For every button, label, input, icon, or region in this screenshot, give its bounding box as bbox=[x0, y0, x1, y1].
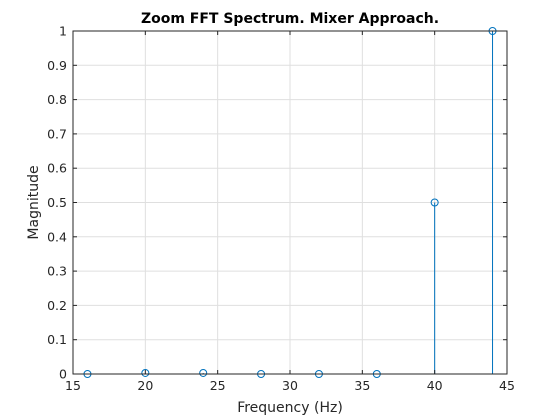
y-tick-label: 0.9 bbox=[47, 58, 67, 73]
x-tick-label: 25 bbox=[210, 378, 226, 393]
stem-marker bbox=[199, 368, 208, 377]
x-tick-labels: 15 20 25 30 35 40 45 bbox=[65, 378, 515, 393]
y-tick-label: 0.5 bbox=[47, 195, 67, 210]
y-tick-label: 0.1 bbox=[47, 332, 67, 347]
x-tick-label: 15 bbox=[65, 378, 81, 393]
x-tick-label: 40 bbox=[427, 378, 443, 393]
y-tick-label: 0.3 bbox=[47, 264, 67, 279]
y-tick-label: 0.8 bbox=[47, 92, 67, 107]
y-tick-label: 0.6 bbox=[47, 161, 67, 176]
x-tick-label: 35 bbox=[354, 378, 370, 393]
y-tick-label: 0.4 bbox=[47, 229, 67, 244]
y-tick-label: 0 bbox=[59, 367, 67, 382]
x-axis-label: Frequency (Hz) bbox=[237, 400, 343, 416]
x-tick-label: 45 bbox=[499, 378, 515, 393]
stem-marker bbox=[430, 198, 439, 207]
tick-marks bbox=[72, 30, 508, 375]
y-tick-label: 0.7 bbox=[47, 126, 67, 141]
y-tick-labels: 0 0.1 0.2 0.3 0.4 0.5 0.6 0.7 0.8 0.9 1 bbox=[47, 24, 67, 382]
x-tick-label: 30 bbox=[282, 378, 298, 393]
y-tick-label: 0.2 bbox=[47, 298, 67, 313]
y-tick-label: 1 bbox=[59, 24, 67, 39]
x-tick-label: 20 bbox=[137, 378, 153, 393]
chart-title: Zoom FFT Spectrum. Mixer Approach. bbox=[141, 11, 439, 27]
stem-marker bbox=[141, 368, 150, 377]
y-axis-label: Magnitude bbox=[26, 165, 42, 239]
